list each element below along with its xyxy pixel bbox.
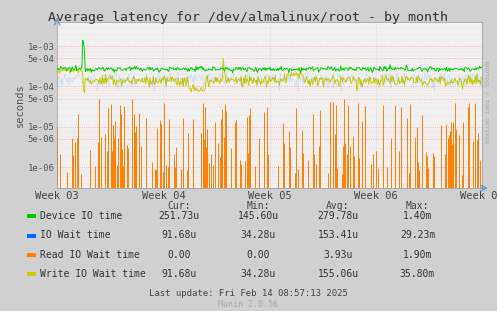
Text: 155.06u: 155.06u [318, 269, 358, 279]
Text: 1.40m: 1.40m [403, 211, 432, 221]
Text: Device IO time: Device IO time [40, 211, 122, 221]
Text: Read IO Wait time: Read IO Wait time [40, 250, 140, 260]
Text: Max:: Max: [406, 201, 429, 211]
Text: IO Wait time: IO Wait time [40, 230, 111, 240]
Text: 0.00: 0.00 [167, 250, 191, 260]
Text: 91.68u: 91.68u [162, 269, 196, 279]
Text: Write IO Wait time: Write IO Wait time [40, 269, 146, 279]
Text: Cur:: Cur: [167, 201, 191, 211]
Text: 34.28u: 34.28u [241, 230, 276, 240]
Text: 0.00: 0.00 [247, 250, 270, 260]
Text: 91.68u: 91.68u [162, 230, 196, 240]
Text: 279.78u: 279.78u [318, 211, 358, 221]
Text: Average latency for /dev/almalinux/root - by month: Average latency for /dev/almalinux/root … [49, 11, 448, 24]
Text: Min:: Min: [247, 201, 270, 211]
Text: Last update: Fri Feb 14 08:57:13 2025: Last update: Fri Feb 14 08:57:13 2025 [149, 290, 348, 298]
Text: 153.41u: 153.41u [318, 230, 358, 240]
Text: Avg:: Avg: [326, 201, 350, 211]
Text: 251.73u: 251.73u [159, 211, 199, 221]
Text: 1.90m: 1.90m [403, 250, 432, 260]
Text: 34.28u: 34.28u [241, 269, 276, 279]
Text: RRDTOOL / TOBI OETIKER: RRDTOOL / TOBI OETIKER [484, 61, 489, 144]
Text: 35.80m: 35.80m [400, 269, 435, 279]
Text: 3.93u: 3.93u [323, 250, 353, 260]
Y-axis label: seconds: seconds [15, 83, 25, 127]
Text: Munin 2.0.56: Munin 2.0.56 [219, 300, 278, 309]
Text: 145.60u: 145.60u [238, 211, 279, 221]
Text: 29.23m: 29.23m [400, 230, 435, 240]
